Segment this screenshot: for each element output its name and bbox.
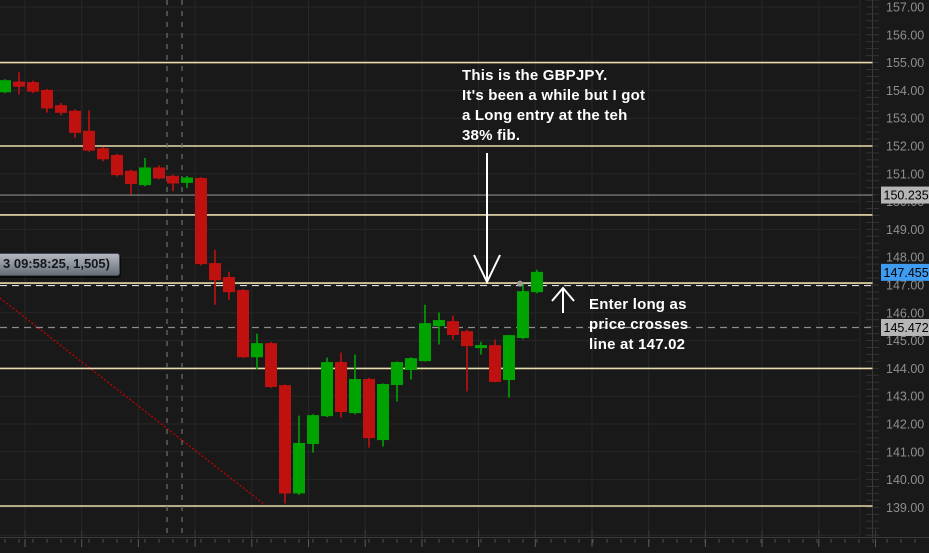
price-badge-label: 147.455 [884, 266, 929, 280]
arrow-drawings[interactable] [473, 153, 575, 313]
candle[interactable] [13, 81, 25, 87]
candle[interactable] [293, 442, 305, 494]
candle[interactable] [461, 331, 473, 347]
candle[interactable] [265, 343, 277, 387]
y-axis-label: 140.00 [886, 473, 924, 487]
candle[interactable] [377, 384, 389, 441]
session-lines [166, 0, 183, 537]
candle[interactable] [111, 154, 123, 176]
candle[interactable] [41, 89, 53, 109]
y-axis-label: 147.00 [886, 279, 924, 293]
candle[interactable] [237, 290, 249, 358]
price-axis[interactable]: 157.00 156.00 155.00 154.00 153.00 152.00 151.… [866, 0, 924, 537]
candle[interactable] [55, 105, 67, 113]
horizontal-lines[interactable] [0, 61, 873, 507]
candle[interactable] [489, 345, 501, 382]
y-axis-label: 153.00 [886, 112, 924, 126]
candle[interactable] [447, 321, 459, 335]
y-axis-label: 144.00 [886, 362, 924, 376]
y-axis-label: 151.00 [886, 167, 924, 181]
price-badge-label: 150.235 [884, 189, 929, 203]
trendline-drawing[interactable] [0, 297, 266, 506]
candle[interactable] [391, 362, 403, 386]
candle[interactable] [181, 177, 193, 183]
candle[interactable] [307, 415, 319, 444]
candle[interactable] [433, 320, 445, 327]
time-axis[interactable] [0, 530, 929, 547]
candle[interactable] [153, 167, 165, 179]
candle[interactable] [125, 170, 137, 185]
y-axis-label: 152.00 [886, 140, 924, 154]
candle[interactable] [517, 291, 529, 339]
up-arrow-drawing[interactable] [551, 286, 575, 302]
price-badge-label: 145.472 [884, 321, 929, 335]
last-price-badge [881, 263, 929, 281]
y-axis-label: 154.00 [886, 84, 924, 98]
y-axis-label: 148.00 [886, 251, 924, 265]
candle[interactable] [0, 80, 11, 93]
candle[interactable] [503, 335, 515, 381]
candle[interactable] [335, 362, 347, 412]
candles-series[interactable] [0, 72, 543, 504]
y-axis-label: 143.00 [886, 390, 924, 404]
candle[interactable] [405, 358, 417, 371]
candle[interactable] [69, 110, 81, 133]
candle[interactable] [419, 323, 431, 362]
candle[interactable] [363, 379, 375, 439]
y-axis-label: 146.00 [886, 306, 924, 320]
candle[interactable] [97, 148, 109, 160]
down-arrow-drawing[interactable] [473, 254, 501, 285]
y-axis-label: 156.00 [886, 28, 924, 42]
price-level-badge [881, 318, 929, 336]
annotation-gbpjpy-note: This is the GBPJPY. It's been a while bu… [462, 67, 646, 144]
price-level-badge [881, 186, 929, 204]
candle[interactable] [83, 130, 95, 151]
candle[interactable] [223, 276, 235, 293]
candle[interactable] [349, 379, 361, 414]
y-axis-label: 142.00 [886, 418, 924, 432]
y-axis-label: 139.00 [886, 501, 924, 515]
annotation-entry-note: Enter long as price crosses line at 147.… [589, 296, 689, 353]
price-badges: 150.235 147.455 145.472 [881, 186, 929, 336]
candle[interactable] [139, 167, 151, 186]
candle[interactable] [27, 82, 39, 92]
y-axis-label: 157.00 [886, 1, 924, 15]
candle[interactable] [209, 263, 221, 281]
candle[interactable] [251, 343, 263, 358]
y-axis-label: 149.00 [886, 223, 924, 237]
candle[interactable] [321, 362, 333, 417]
candle[interactable] [195, 178, 207, 265]
y-axis-label: 155.00 [886, 56, 924, 70]
candle[interactable] [475, 345, 487, 349]
candle[interactable] [531, 271, 543, 293]
candle[interactable] [279, 385, 291, 494]
y-axis-label: 145.00 [886, 334, 924, 348]
candle[interactable] [167, 175, 179, 184]
y-axis-label: 141.00 [886, 445, 924, 459]
data-window-tooltip: 3 09:58:25, 1,505) [0, 253, 120, 276]
price-cross-marker[interactable] [517, 280, 523, 287]
